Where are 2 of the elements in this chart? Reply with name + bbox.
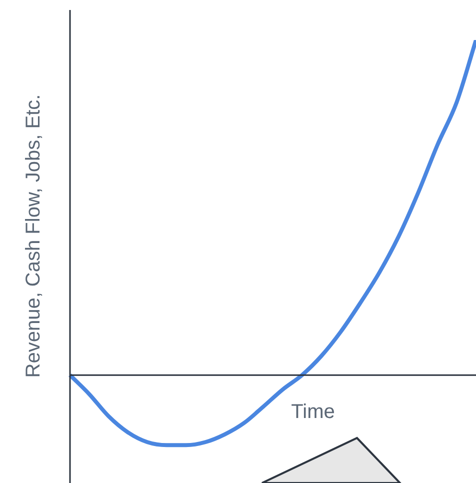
x-axis-title: Time <box>291 401 335 424</box>
y-axis-title: Revenue, Cash Flow, Jobs, Etc. <box>22 94 46 378</box>
